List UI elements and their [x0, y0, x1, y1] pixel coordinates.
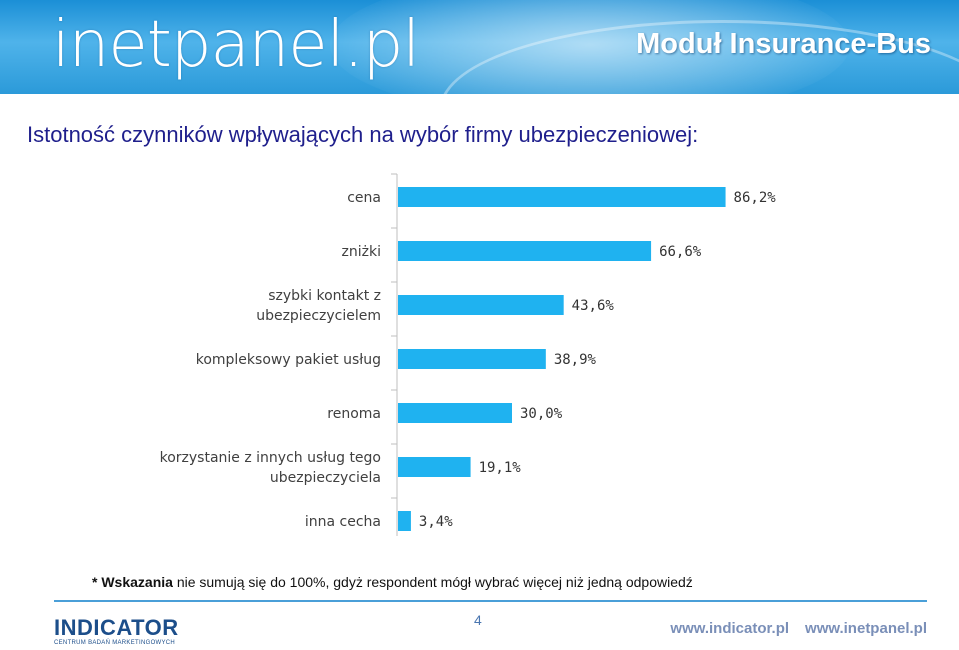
category-label: zniżki: [342, 244, 381, 260]
data-label: 3,4%: [419, 514, 453, 530]
bar: [398, 187, 726, 207]
footnote: * Wskazania nie sumują się do 100%, gdyż…: [92, 574, 693, 590]
url-inetpanel[interactable]: www.inetpanel.pl: [805, 620, 927, 637]
category-label: szybki kontakt z: [268, 288, 381, 304]
footnote-bold: * Wskazania: [92, 574, 173, 590]
bar: [398, 295, 564, 315]
bar: [398, 403, 512, 423]
footnote-text: nie sumują się do 100%, gdyż respondent …: [172, 574, 693, 590]
category-label: ubezpieczyciela: [270, 470, 381, 486]
category-label: korzystanie z innych usług tego: [160, 450, 381, 466]
footer-rule: [54, 600, 927, 602]
module-title: Moduł Insurance-Bus: [636, 28, 931, 60]
data-label: 66,6%: [659, 244, 702, 260]
data-label: 43,6%: [572, 298, 615, 314]
category-label: kompleksowy pakiet usług: [196, 352, 381, 368]
bar: [398, 241, 652, 261]
url-indicator[interactable]: www.indicator.pl: [670, 620, 790, 637]
category-label: renoma: [327, 406, 381, 422]
data-label: 38,9%: [554, 352, 597, 368]
data-label: 30,0%: [520, 406, 563, 422]
data-label: 86,2%: [734, 190, 777, 206]
data-label: 19,1%: [479, 460, 522, 476]
bar: [398, 349, 546, 369]
category-label: inna cecha: [305, 514, 381, 530]
category-label: ubezpieczycielem: [256, 308, 381, 324]
footer-urls: www.indicator.pl www.inetpanel.pl: [654, 620, 927, 637]
indicator-name: INDICATOR: [54, 615, 179, 640]
category-label: cena: [347, 190, 381, 206]
slide-title: Istotność czynników wpływających na wybó…: [27, 122, 699, 147]
bar: [398, 511, 411, 531]
header-banner: inetpanel.pl Moduł Insurance-Bus: [0, 0, 959, 94]
page-number: 4: [474, 612, 482, 628]
bar: [398, 457, 471, 477]
bar-chart: 86,2% cena 66,6% zniżki 43,6% szybki kontakt …: [160, 173, 777, 536]
indicator-logo: INDICATOR CENTRUM BADAŃ MARKETINGOWYCH: [54, 617, 179, 647]
indicator-subtitle: CENTRUM BADAŃ MARKETINGOWYCH: [54, 640, 176, 646]
inetpanel-logo: inetpanel.pl: [52, 8, 420, 82]
